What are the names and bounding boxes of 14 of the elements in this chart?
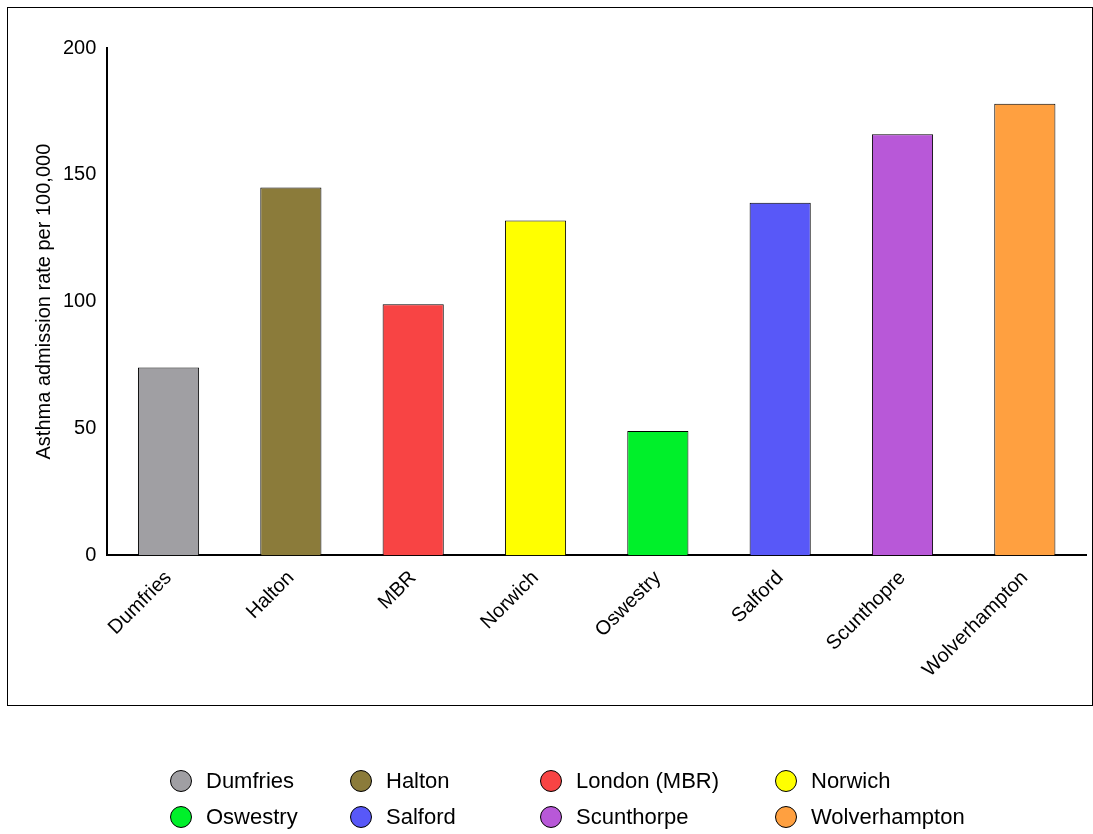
legend-label: Halton — [386, 768, 450, 794]
y-tick-label: 150 — [62, 162, 97, 185]
y-tick-label: 100 — [62, 289, 97, 312]
y-tick-label: 200 — [62, 35, 97, 58]
y-axis-title: Asthma admission rate per 100,000 — [31, 143, 54, 460]
y-tick-label: 50 — [74, 415, 97, 438]
legend-label: Norwich — [811, 768, 891, 794]
legend-label: Salford — [386, 804, 456, 830]
legend-label: London (MBR) — [576, 768, 720, 794]
y-tick-label: 0 — [85, 542, 97, 565]
legend-label: Oswestry — [206, 804, 298, 830]
legend-label: Scunthorpe — [576, 804, 689, 830]
legend-label: Wolverhampton — [811, 804, 965, 830]
legend-label: Dumfries — [206, 768, 295, 794]
